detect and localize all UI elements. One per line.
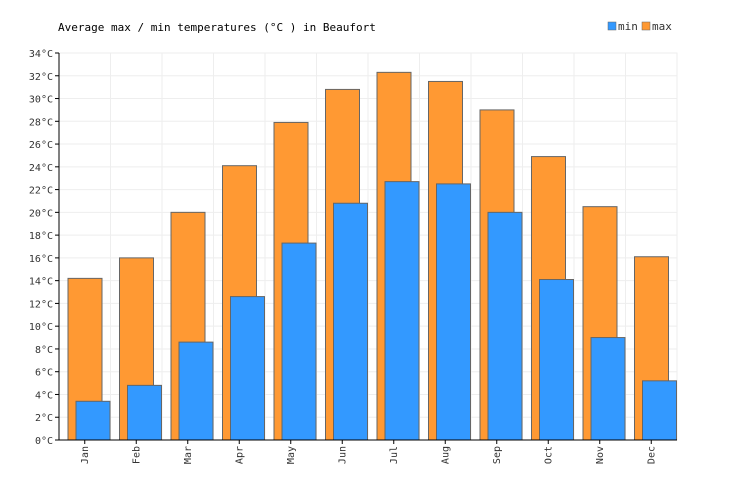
x-tick-label: Jan (80, 446, 91, 464)
y-axis-ticks: 0°C 2°C 4°C 6°C 8°C 10°C 12°C 14°C 16°C 18°C 20°C 2… (29, 49, 59, 447)
x-tick-label: Jun (337, 446, 348, 464)
y-tick-label: 28°C (29, 117, 53, 128)
bar-min-jul (384, 181, 420, 441)
bar-min-nov (590, 337, 626, 441)
bar-min-dec (642, 380, 677, 441)
y-tick-label: 32°C (29, 72, 53, 83)
bar-min-feb (127, 384, 162, 441)
bar-min-jan (75, 400, 111, 441)
y-tick-label: 10°C (29, 322, 53, 333)
chart-title: Average max / min temperatures (°C ) in … (58, 21, 376, 34)
x-tick-label: Apr (234, 446, 245, 464)
y-tick-label: 22°C (29, 186, 53, 197)
x-tick-label: Aug (440, 446, 451, 464)
x-tick-label: Feb (131, 446, 142, 464)
x-tick-label: Dec (646, 446, 657, 464)
y-tick-label: 12°C (29, 299, 53, 310)
bar-min-oct (539, 279, 574, 441)
axes (58, 53, 677, 441)
y-tick-label: 18°C (29, 231, 53, 242)
y-tick-label: 30°C (29, 95, 53, 106)
x-tick-label: Jul (389, 446, 400, 464)
legend: min max (607, 20, 672, 33)
legend-swatch-max (641, 21, 651, 31)
x-axis-ticks: Jan Feb Mar Apr May Jun Jul Aug Sep Oct Nov Dec (80, 440, 657, 464)
legend-swatch-min (607, 21, 617, 31)
legend-label-min: min (618, 20, 638, 33)
y-tick-label: 0°C (35, 436, 53, 447)
x-tick-label: Mar (183, 446, 194, 464)
x-tick-label: Nov (595, 446, 606, 464)
bar-min-apr (230, 296, 265, 441)
y-tick-label: 4°C (35, 390, 53, 401)
x-tick-label: Sep (492, 446, 503, 464)
y-tick-label: 20°C (29, 208, 53, 219)
legend-label-max: max (652, 20, 672, 33)
y-tick-label: 34°C (29, 49, 53, 60)
y-tick-label: 6°C (35, 368, 53, 379)
bar-min-may (281, 242, 317, 441)
x-tick-label: Oct (543, 446, 554, 464)
bar-min-aug (436, 183, 471, 441)
y-tick-label: 2°C (35, 413, 53, 424)
y-tick-label: 8°C (35, 345, 53, 356)
min-series (75, 181, 677, 441)
y-tick-label: 26°C (29, 140, 53, 151)
bar-min-jun (333, 202, 368, 441)
y-tick-label: 24°C (29, 163, 53, 174)
y-tick-label: 16°C (29, 254, 53, 265)
bar-min-mar (178, 341, 214, 441)
x-tick-label: May (286, 446, 297, 464)
bar-min-sep (487, 211, 523, 441)
y-tick-label: 14°C (29, 277, 53, 288)
